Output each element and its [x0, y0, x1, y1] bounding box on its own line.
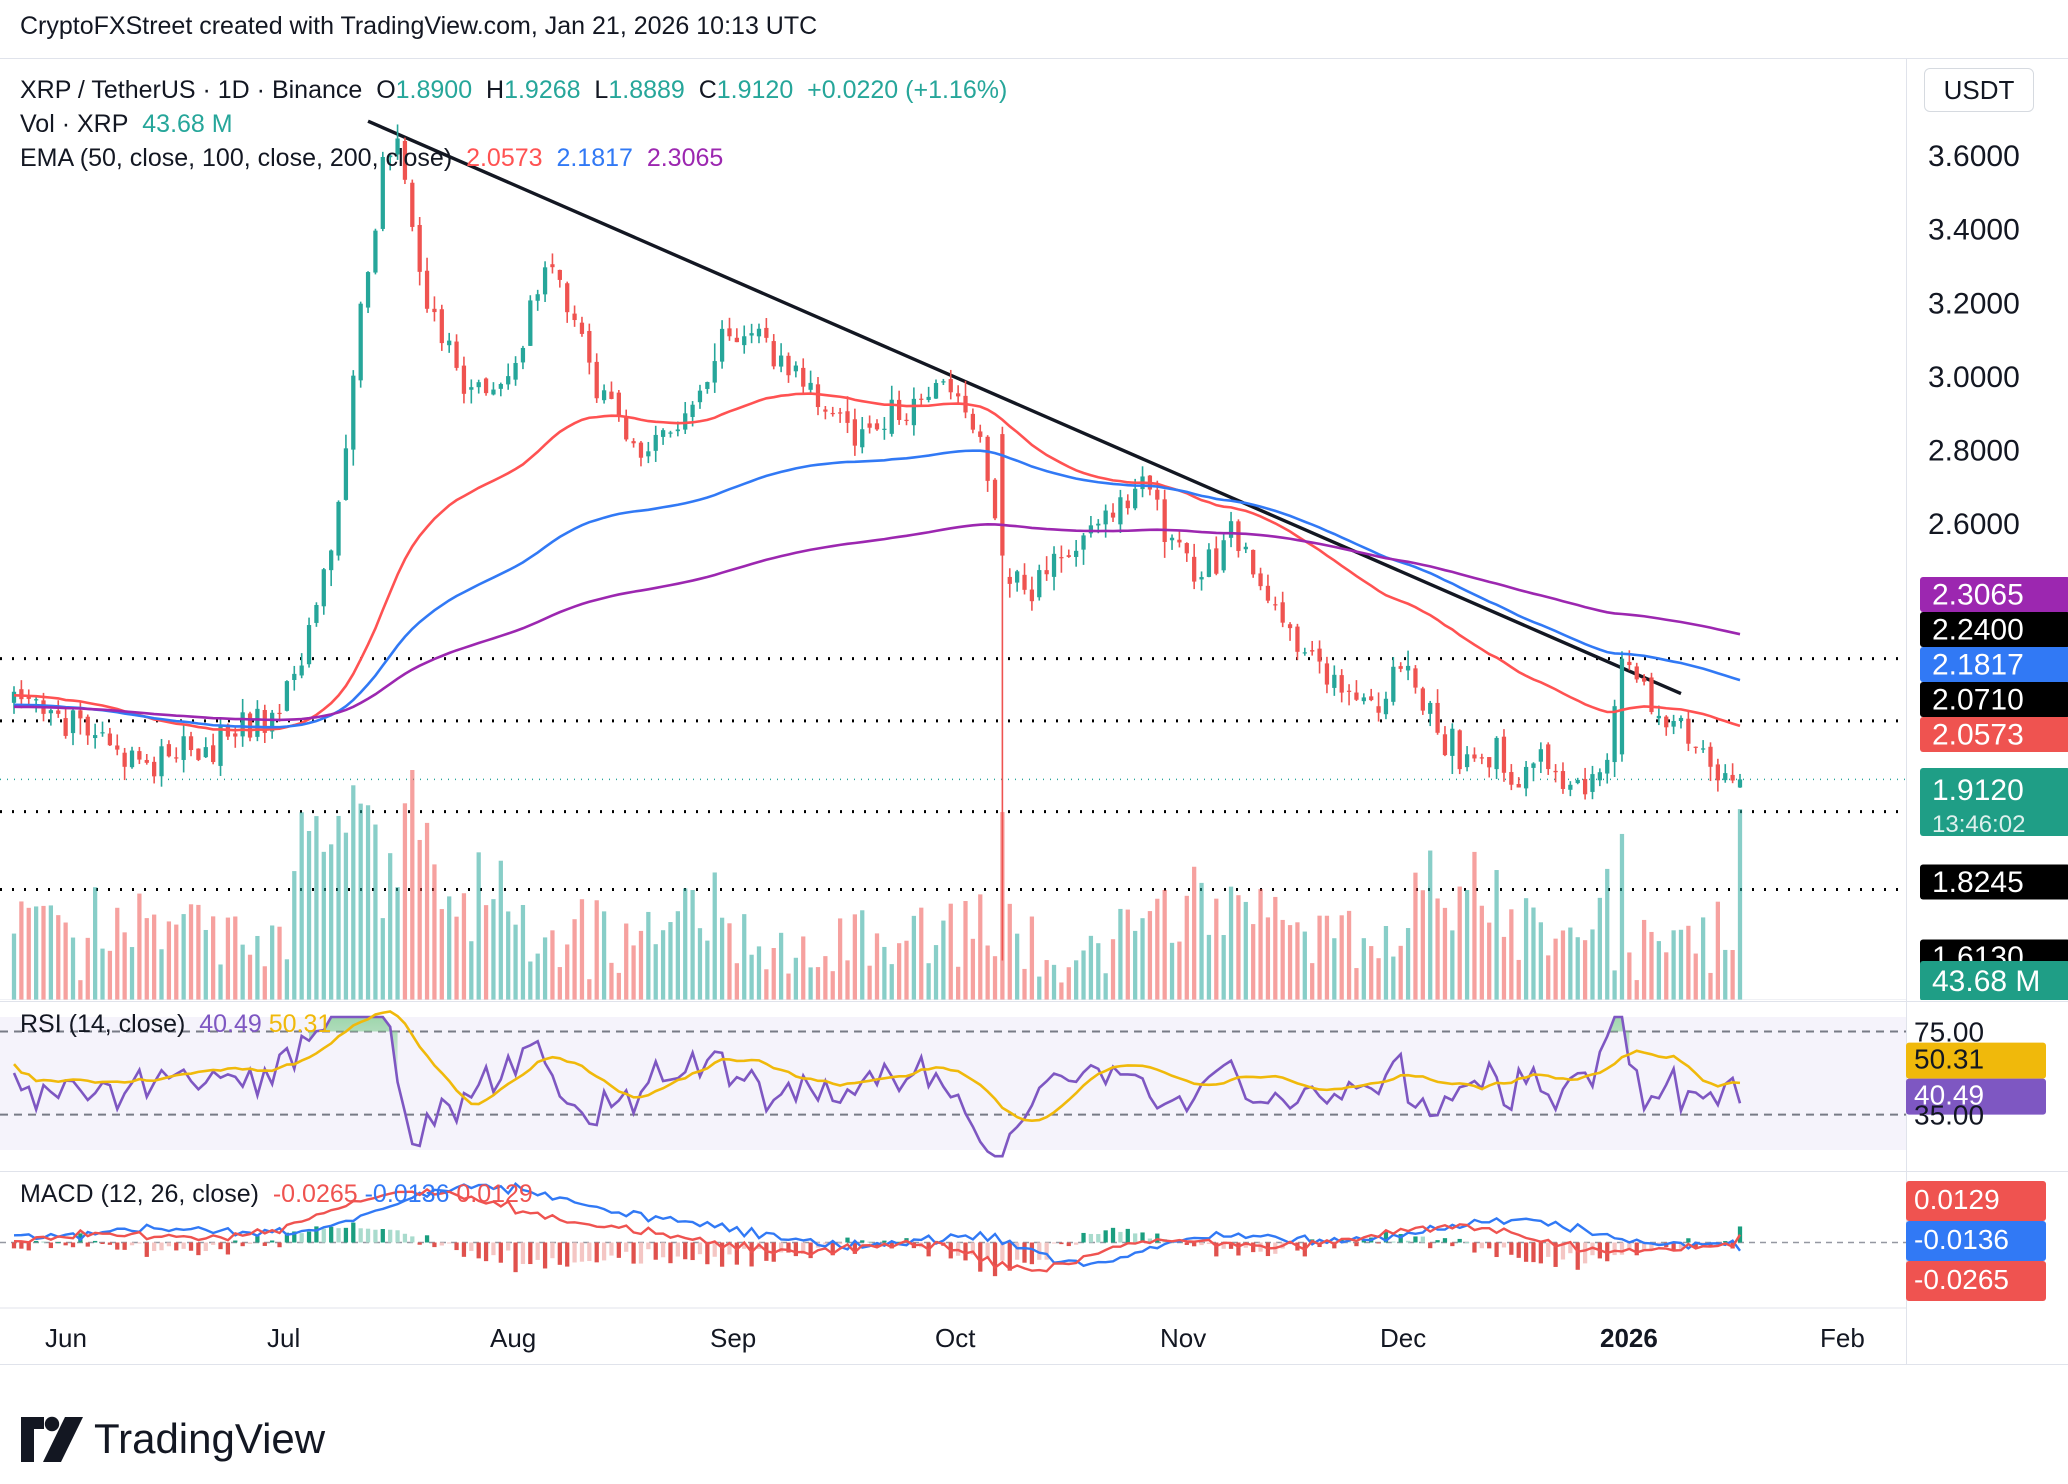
- svg-text:-0.0265: -0.0265: [1914, 1264, 2009, 1295]
- svg-text:-0.0136: -0.0136: [1914, 1224, 2009, 1255]
- svg-text:0.0129: 0.0129: [1914, 1184, 2000, 1215]
